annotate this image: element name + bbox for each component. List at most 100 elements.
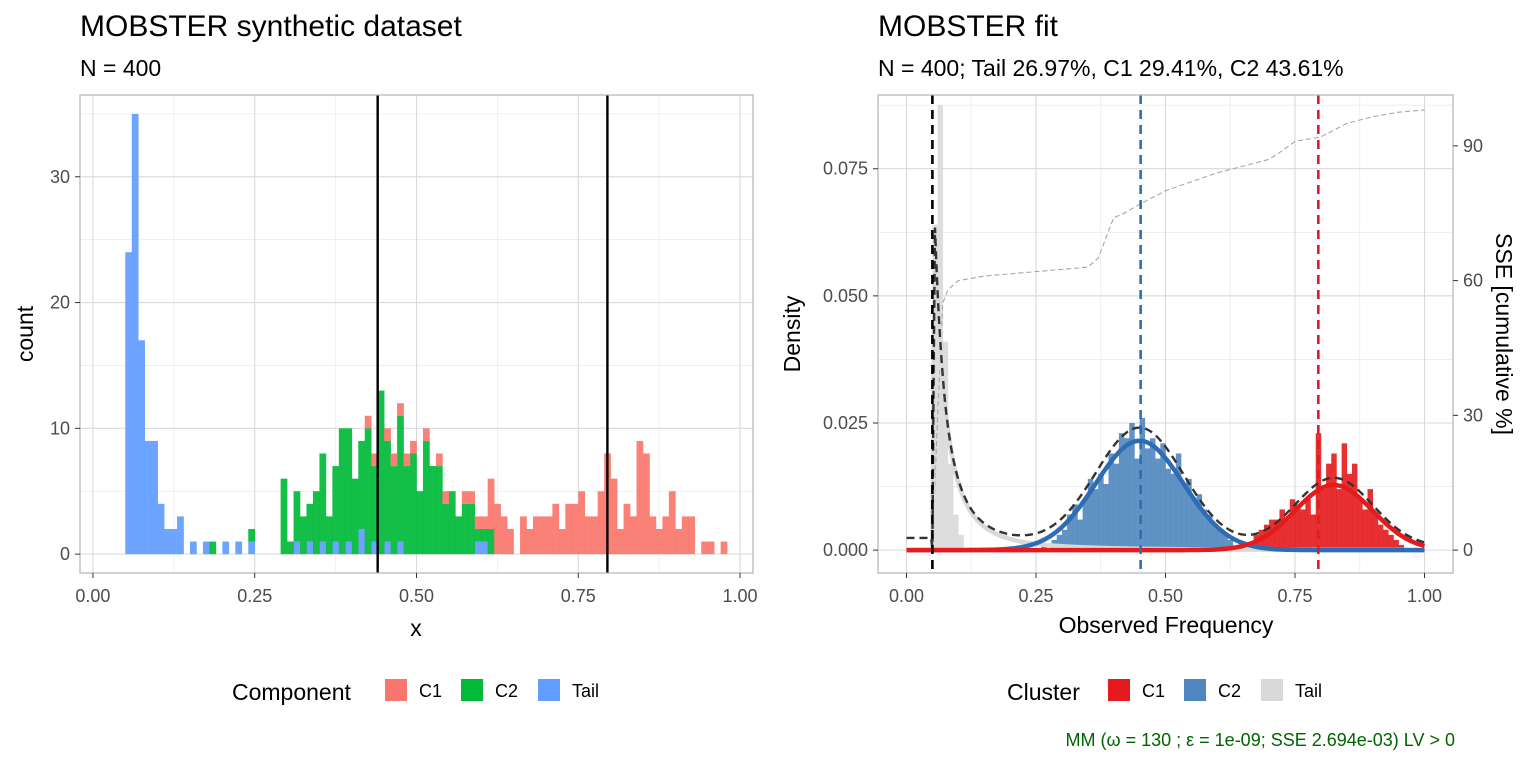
- bar-c2: [403, 466, 411, 555]
- bar-c2: [351, 478, 359, 555]
- bar-c1: [720, 541, 728, 555]
- density-bar-c1: [1346, 473, 1353, 551]
- left-x-tick-label: 0.50: [399, 586, 434, 606]
- right-y-axis-label: Density: [779, 295, 805, 372]
- bar-tail: [248, 541, 256, 555]
- density-bar-c1: [1377, 524, 1384, 551]
- bar-c1: [500, 516, 508, 555]
- bar-c1: [494, 503, 501, 555]
- bar-tail: [125, 252, 133, 555]
- bar-c1: [435, 453, 443, 467]
- right-legend: Cluster C1 C2 Tail: [1007, 679, 1322, 705]
- right-vlines: [931, 95, 1320, 573]
- bar-c2: [332, 466, 340, 542]
- left-legend-swatch-tail: [538, 679, 560, 701]
- right-legend-swatch-c2: [1184, 679, 1206, 701]
- density-bar-c2: [1155, 458, 1161, 551]
- bar-c2: [338, 428, 346, 555]
- right-legend-label-c1: C1: [1142, 681, 1165, 701]
- bar-c1: [597, 491, 605, 555]
- density-bar-c1: [1357, 499, 1363, 551]
- density-bar-c1: [1320, 489, 1327, 551]
- bar-c2: [461, 503, 469, 555]
- left-chart: MOBSTER synthetic dataset N = 400 0.00 0.…: [12, 10, 758, 705]
- bar-c2: [435, 466, 443, 555]
- right-x-tick-label: 1.00: [1407, 586, 1442, 606]
- bar-c1: [578, 491, 586, 555]
- bar-c1: [364, 415, 372, 429]
- density-bar-c2: [1134, 458, 1140, 551]
- bar-c2: [455, 516, 463, 555]
- bar-c1: [507, 528, 514, 555]
- density-bar-c2: [1227, 539, 1234, 551]
- density-bar-c2: [1201, 509, 1208, 551]
- bar-tail: [170, 528, 178, 555]
- bar-c1: [410, 440, 417, 454]
- right-x-axis: 0.00 0.25 0.50 0.75 1.00: [889, 573, 1442, 606]
- bar-c1: [610, 478, 618, 555]
- density-bar-c2: [1082, 499, 1089, 551]
- c1-density-curve: [906, 482, 1426, 553]
- density-bar-c1: [1284, 519, 1291, 551]
- left-bars: [125, 113, 728, 555]
- bar-c1: [397, 403, 404, 416]
- left-legend: Component C1 C2 Tail: [232, 679, 599, 705]
- bar-tail: [319, 541, 327, 555]
- density-bar-c1: [1362, 509, 1368, 551]
- bar-c1: [630, 516, 637, 555]
- left-vlines: [376, 95, 609, 573]
- density-bar-c2: [1186, 478, 1192, 551]
- density-bar-c1: [1351, 463, 1358, 551]
- right-y2-axis: 0 30 60 90: [1453, 136, 1483, 560]
- bar-c1: [701, 541, 709, 555]
- bar-c2: [390, 466, 398, 555]
- density-bar-c2: [1160, 443, 1166, 551]
- density-bar-tail: [953, 514, 959, 551]
- bar-c1: [539, 516, 547, 555]
- bar-tail: [144, 440, 152, 555]
- density-bar-c2: [1165, 468, 1171, 551]
- density-bar-c1: [1310, 514, 1317, 551]
- right-y-tick-label: 0.025: [823, 413, 868, 433]
- right-x-tick-label: 0.00: [889, 586, 924, 606]
- bar-c2: [300, 516, 307, 555]
- bar-c2: [287, 541, 294, 555]
- bar-c1: [668, 491, 676, 555]
- density-bar-c1: [1305, 499, 1311, 551]
- bar-tail: [177, 516, 184, 555]
- bar-c1: [468, 491, 476, 504]
- bar-c2: [474, 528, 482, 542]
- bar-c2: [384, 440, 391, 542]
- bar-c2: [325, 516, 333, 555]
- density-bar-c2: [1092, 489, 1099, 551]
- density-bar-c2: [1072, 504, 1078, 551]
- bar-tail: [384, 541, 391, 555]
- left-legend-label-tail: Tail: [572, 681, 599, 701]
- bar-c2: [468, 503, 476, 555]
- bar-c1: [636, 440, 644, 555]
- bar-c1: [681, 516, 689, 555]
- bar-c2: [377, 390, 385, 555]
- right-density-curves: [906, 227, 1426, 553]
- right-y-tick-label: 0.000: [823, 540, 868, 560]
- bar-c2: [422, 440, 430, 555]
- bar-c2: [306, 503, 314, 542]
- bar-c1: [642, 453, 650, 555]
- density-bar-c2: [1212, 524, 1218, 551]
- left-x-tick-label: 0.75: [561, 586, 596, 606]
- sse-cumulative-line: [931, 109, 1425, 551]
- left-legend-title: Component: [232, 679, 352, 705]
- bar-c1: [584, 516, 592, 555]
- density-bar-c2: [1191, 499, 1197, 551]
- bar-c1: [474, 516, 482, 529]
- left-y-tick-label: 10: [50, 418, 70, 438]
- bar-c1: [371, 453, 378, 467]
- density-bar-c1: [1336, 489, 1342, 551]
- density-bar-c1: [1300, 509, 1306, 551]
- density-bar-tail: [947, 463, 954, 551]
- bar-tail: [235, 541, 243, 555]
- density-bar-c2: [1041, 545, 1047, 551]
- bar-tail: [293, 541, 301, 555]
- bar-c2: [429, 466, 437, 555]
